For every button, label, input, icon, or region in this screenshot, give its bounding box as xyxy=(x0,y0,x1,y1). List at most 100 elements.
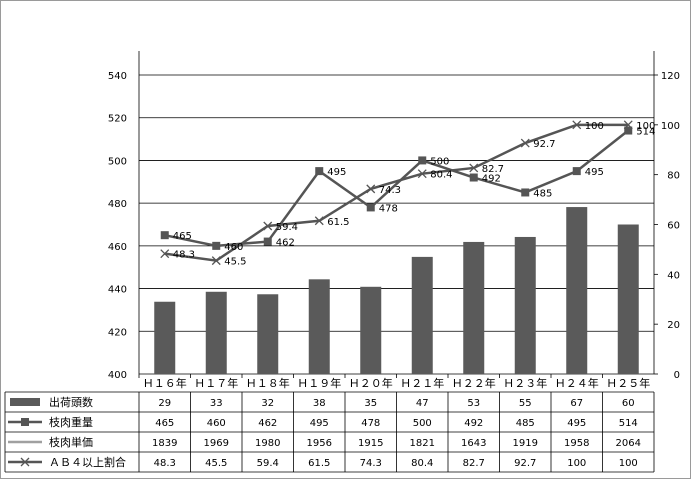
bar-shipments xyxy=(308,279,330,374)
data-label-ab4-ratio: 61.5 xyxy=(327,217,349,228)
y-left-tick-label: 480 xyxy=(108,199,127,210)
x-category-label: Ｈ２４年 xyxy=(555,376,599,390)
legend-series-name: 枝肉重量 xyxy=(49,415,93,429)
point-ab4-ratio xyxy=(263,221,273,231)
bar-shipments xyxy=(205,291,227,374)
table-cell-value: 1839 xyxy=(152,438,177,449)
data-label-ab4-ratio: 80.4 xyxy=(430,170,452,181)
table-cell-value: 1915 xyxy=(358,438,383,449)
y-right-tick-label: 60 xyxy=(667,221,680,232)
point-ab4-ratio xyxy=(623,120,633,130)
table-cell-value: 45.5 xyxy=(205,458,227,469)
point-ab4-ratio xyxy=(211,256,221,266)
table-cell-value: 33 xyxy=(210,398,223,409)
table-cell-value: 1969 xyxy=(204,438,229,449)
bar-shipments xyxy=(360,286,382,374)
point-ab4-ratio xyxy=(469,163,479,173)
table-cell-value: 495 xyxy=(310,418,329,429)
x-category-label: Ｈ１６年 xyxy=(143,376,187,390)
y-left-tick-label: 540 xyxy=(108,71,127,82)
x-category-label: Ｈ２２年 xyxy=(452,376,496,390)
y-right-tick-label: 0 xyxy=(674,370,680,381)
point-carcass-weight xyxy=(315,167,324,176)
data-label-carcass-weight: 495 xyxy=(585,167,604,178)
bar-shipments xyxy=(411,256,433,374)
table-cell-value: 462 xyxy=(258,418,277,429)
data-label-ab4-ratio: 82.7 xyxy=(482,164,504,175)
x-category-label: Ｈ１８年 xyxy=(246,376,290,390)
table-cell-value: 67 xyxy=(570,398,583,409)
table-cell-value: 80.4 xyxy=(411,458,433,469)
data-label-carcass-weight: 514 xyxy=(636,127,655,138)
table-cell-value: 465 xyxy=(155,418,174,429)
table-cell-value: 1643 xyxy=(461,438,486,449)
data-label-carcass-weight: 485 xyxy=(533,188,552,199)
point-carcass-weight xyxy=(521,188,530,197)
x-category-label: Ｈ２１年 xyxy=(400,376,444,390)
table-cell-value: 61.5 xyxy=(308,458,330,469)
bar-shipments xyxy=(514,236,536,374)
y-left-tick-label: 500 xyxy=(108,156,127,167)
data-label-ab4-ratio: 74.3 xyxy=(379,185,401,196)
x-category-label: Ｈ２５年 xyxy=(606,376,650,390)
point-carcass-weight xyxy=(418,156,427,165)
y-right-tick-label: 40 xyxy=(667,270,680,281)
table-cell-value: 60 xyxy=(622,398,635,409)
table-cell-value: 59.4 xyxy=(257,458,279,469)
point-ab4-ratio xyxy=(366,184,376,194)
x-category-label: Ｈ２３年 xyxy=(503,376,547,390)
table-cell-value: 38 xyxy=(313,398,326,409)
legend-series-name: ＡＢ４以上割合 xyxy=(49,455,126,469)
legend-series-name: 枝肉単価 xyxy=(49,435,93,449)
point-carcass-weight xyxy=(572,167,581,176)
table-cell-value: 1956 xyxy=(307,438,332,449)
legend-key-marker xyxy=(21,418,29,426)
data-label-carcass-weight: 495 xyxy=(327,167,346,178)
y-left-tick-label: 460 xyxy=(108,242,127,253)
data-label-carcass-weight: 465 xyxy=(173,231,192,242)
table-cell-value: 55 xyxy=(519,398,532,409)
table-cell-value: 460 xyxy=(207,418,226,429)
point-carcass-weight xyxy=(212,241,221,250)
table-cell-value: 100 xyxy=(619,458,638,469)
point-ab4-ratio xyxy=(572,120,582,130)
table-cell-value: 29 xyxy=(158,398,171,409)
data-label-carcass-weight: 492 xyxy=(482,174,501,185)
x-category-label: Ｈ２０年 xyxy=(349,376,393,390)
table-cell-value: 74.3 xyxy=(360,458,382,469)
table-cell-value: 514 xyxy=(619,418,638,429)
data-label-carcass-weight: 462 xyxy=(276,238,295,249)
y-right-tick-label: 20 xyxy=(667,320,680,331)
data-label-ab4-ratio: 59.4 xyxy=(276,222,298,233)
bar-shipments xyxy=(463,241,485,374)
data-label-ab4-ratio: 100 xyxy=(585,121,604,132)
y-left-tick-label: 400 xyxy=(108,370,127,381)
table-cell-value: 2064 xyxy=(616,438,641,449)
legend-series-name: 出荷頭数 xyxy=(49,395,93,409)
table-cell-value: 47 xyxy=(416,398,429,409)
y-left-tick-label: 440 xyxy=(108,285,127,296)
line-ab4-ratio xyxy=(164,123,629,262)
point-ab4-ratio xyxy=(417,169,427,179)
data-label-ab4-ratio: 92.7 xyxy=(533,139,555,150)
data-label-ab4-ratio: 48.3 xyxy=(173,250,195,261)
table-cell-value: 32 xyxy=(261,398,274,409)
y-left-tick-label: 420 xyxy=(108,327,127,338)
point-carcass-weight xyxy=(263,237,272,246)
table-cell-value: 485 xyxy=(516,418,535,429)
bar-shipments xyxy=(617,224,639,374)
table-cell-value: 35 xyxy=(364,398,377,409)
table-cell-value: 492 xyxy=(464,418,483,429)
y-left-tick-label: 520 xyxy=(108,114,127,125)
bar-shipments xyxy=(154,301,176,374)
data-label-carcass-weight: 460 xyxy=(224,242,243,253)
point-carcass-weight xyxy=(624,126,633,135)
x-category-label: Ｈ１７年 xyxy=(194,376,238,390)
x-category-label: Ｈ１９年 xyxy=(297,376,341,390)
table-cell-value: 53 xyxy=(467,398,480,409)
table-cell-value: 1919 xyxy=(513,438,538,449)
table-cell-value: 82.7 xyxy=(463,458,485,469)
point-carcass-weight xyxy=(366,203,375,212)
